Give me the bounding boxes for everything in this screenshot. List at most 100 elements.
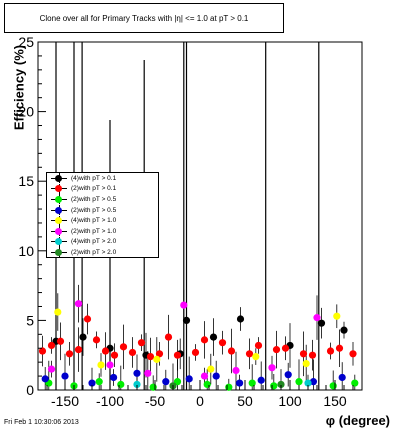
- legend-label-7: (2)with pT > 2.0: [71, 248, 117, 256]
- data-point-s0-9: [317, 319, 326, 327]
- data-point-s1-18: [218, 339, 227, 347]
- data-point-s3-3: [110, 373, 118, 382]
- data-point-s4-3: [207, 365, 215, 373]
- legend: (4)with pT > 0.1 (2)with pT > 0.1 (2)with …: [46, 172, 159, 258]
- data-point-s2-3: [117, 380, 125, 389]
- y-tick-label-25: 25: [18, 34, 34, 50]
- x-tick-label--150: -150: [51, 393, 79, 409]
- data-point-s1-8: [110, 351, 119, 359]
- legend-marker-6: [47, 236, 71, 247]
- y-tick-label-0: 0: [26, 382, 34, 398]
- data-point-s2-12: [351, 379, 359, 387]
- data-point-s2-6: [203, 380, 211, 389]
- data-point-s1-6: [92, 336, 101, 344]
- data-point-s2-4: [149, 383, 157, 391]
- legend-label-5: (2)with pT > 1.0: [71, 227, 117, 235]
- data-point-s3-5: [162, 378, 170, 386]
- data-point-s0-10: [340, 326, 348, 334]
- data-point-s4-4: [252, 352, 260, 361]
- data-point-s2-9: [270, 382, 278, 390]
- data-point-s4-6: [333, 312, 341, 320]
- data-point-s1-21: [254, 341, 263, 350]
- data-point-s1-20: [245, 350, 254, 358]
- legend-label-2: (2)with pT > 0.5: [71, 195, 117, 203]
- legend-entry-5: (2)with pT > 1.0: [47, 226, 158, 237]
- y-tick-label-15: 15: [18, 173, 34, 189]
- data-point-s1-4: [74, 346, 83, 354]
- data-point-s1-12: [146, 352, 155, 361]
- legend-entry-1: (2)with pT > 0.1: [47, 183, 158, 195]
- data-point-s1-2: [56, 337, 65, 345]
- data-point-s2-10: [295, 378, 303, 386]
- y-axis-ticks: 0 5 10 15 20 25: [18, 34, 46, 398]
- data-point-s1-13: [155, 350, 164, 358]
- data-point-s1-28: [349, 350, 357, 358]
- data-point-s1-26: [326, 347, 335, 355]
- legend-marker-4: [47, 215, 71, 226]
- legend-marker-3: [47, 205, 71, 216]
- data-point-s1-25: [308, 351, 317, 359]
- y-axis-label: Efficiency (%): [11, 44, 27, 131]
- x-tick-label-50: 50: [237, 393, 253, 409]
- legend-marker-1: [47, 183, 71, 194]
- data-point-s3-6: [185, 375, 193, 383]
- data-point-s1-17: [200, 336, 209, 344]
- x-tick-label-100: 100: [278, 393, 302, 409]
- y-tick-label-20: 20: [18, 104, 34, 120]
- data-point-s1-15: [173, 351, 182, 359]
- x-axis-label: φ (degree): [325, 413, 390, 428]
- data-point-s1-11: [137, 339, 146, 347]
- legend-label-3: (2)with pT > 0.5: [71, 206, 117, 214]
- x-tick-label-0: 0: [196, 393, 204, 409]
- data-point-s4-1: [97, 361, 105, 369]
- data-point-s5-6: [232, 366, 240, 375]
- data-point-s5-2: [106, 361, 114, 369]
- data-point-s6-1: [304, 379, 312, 387]
- data-point-s5-5: [200, 372, 209, 380]
- data-point-s5-0: [47, 365, 56, 373]
- data-point-s2-7: [225, 383, 233, 391]
- legend-entry-2: (2)with pT > 0.5: [47, 194, 158, 205]
- y-tick-label-5: 5: [26, 312, 34, 328]
- data-point-s1-23: [281, 344, 290, 352]
- legend-entry-6: (4)with pT > 2.0: [47, 236, 158, 248]
- y-tick-label-10: 10: [18, 243, 34, 259]
- data-point-s3-0: [41, 375, 49, 383]
- data-points: [38, 300, 359, 391]
- data-point-s2-2: [95, 378, 103, 386]
- data-point-s1-16: [191, 348, 200, 357]
- legend-label-1: (2)with pT > 0.1: [71, 185, 117, 193]
- data-point-s0-7: [236, 315, 245, 323]
- legend-label-6: (4)with pT > 2.0: [71, 238, 117, 246]
- data-point-s1-9: [119, 343, 128, 351]
- data-point-s6-0: [133, 380, 141, 389]
- data-point-s1-19: [227, 347, 236, 355]
- data-point-s3-8: [236, 379, 244, 387]
- data-point-s1-24: [299, 350, 308, 358]
- data-point-s4-5: [302, 359, 310, 368]
- data-point-s1-22: [272, 346, 281, 354]
- data-point-s3-11: [309, 378, 317, 386]
- legend-entry-0: (4)with pT > 0.1: [47, 173, 158, 184]
- data-point-s1-3: [65, 350, 74, 358]
- data-point-s5-4: [180, 301, 188, 309]
- data-point-s3-9: [257, 376, 265, 384]
- legend-entry-3: (2)with pT > 0.5: [47, 205, 158, 216]
- data-point-s0-6: [209, 333, 218, 341]
- data-point-s5-7: [268, 364, 276, 372]
- data-point-s1-27: [335, 344, 344, 352]
- legend-marker-5: [47, 226, 71, 237]
- data-point-s2-11: [329, 382, 337, 390]
- data-point-s1-10: [128, 348, 137, 357]
- data-point-s1-5: [83, 315, 92, 323]
- legend-marker-2: [47, 194, 71, 205]
- data-point-s4-0: [54, 308, 62, 316]
- data-point-s3-2: [88, 379, 96, 387]
- data-point-s3-7: [212, 372, 220, 380]
- data-point-s1-1: [47, 341, 56, 350]
- data-point-s1-0: [38, 347, 47, 355]
- data-point-s0-5: [182, 316, 191, 324]
- x-tick-label-150: 150: [323, 393, 347, 409]
- data-point-s5-8: [313, 314, 321, 322]
- data-point-s5-3: [144, 369, 152, 377]
